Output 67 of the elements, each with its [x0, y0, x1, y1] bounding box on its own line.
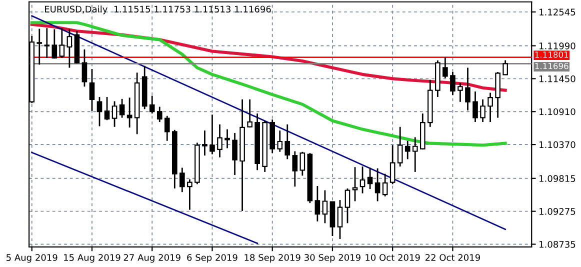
- candlestick: [210, 114, 215, 155]
- candlestick: [96, 96, 102, 127]
- candlestick: [374, 168, 380, 202]
- candlestick: [472, 90, 478, 123]
- y-tick-label: 1.10910: [540, 108, 576, 116]
- candlestick: [36, 28, 42, 66]
- y-tick-label: 1.08735: [540, 240, 576, 248]
- x-tick-label: 15 Aug 2019: [64, 254, 120, 263]
- candlestick: [465, 67, 470, 112]
- y-tick-label: 1.12545: [540, 8, 576, 16]
- chart-title: EURUSD,Daily 1.11515 1.11753 1.11513 1.11696: [45, 6, 271, 14]
- candlestick: [337, 199, 343, 240]
- candlestick: [164, 115, 170, 142]
- candlestick: [202, 130, 208, 156]
- candlestick: [300, 151, 306, 176]
- candlestick: [52, 28, 58, 60]
- candlestick: [367, 167, 373, 190]
- y-tick-label: 1.11450: [540, 75, 576, 82]
- candlestick: [450, 71, 456, 96]
- candlestick: [89, 68, 95, 112]
- y-tick-label: 1.11990: [540, 42, 576, 50]
- candlestick: [442, 56, 448, 79]
- candlestick: [149, 95, 155, 114]
- candlestick: [187, 178, 192, 210]
- candlestick: [314, 185, 320, 222]
- line-series: [30, 21, 507, 147]
- ref-line-label: 1.11696: [535, 62, 568, 70]
- x-tick-label: 10 Oct 2019: [366, 254, 420, 261]
- candlestick: [126, 96, 132, 128]
- candlestick: [360, 166, 366, 194]
- candlestick: [224, 128, 230, 149]
- y-tick-label: 1.09815: [540, 175, 576, 182]
- candlestick: [292, 150, 298, 188]
- candlestick: [488, 92, 493, 123]
- candlestick: [502, 60, 508, 76]
- x-tick-label: 5 Aug 2019: [6, 254, 58, 263]
- candlestick: [66, 28, 72, 68]
- candlestick: [82, 48, 88, 88]
- candlestick: [247, 98, 252, 128]
- candlestick: [480, 98, 486, 123]
- candlestick: [59, 27, 65, 59]
- x-tick-label: 22 Oct 2019: [425, 254, 480, 261]
- candlestick: [458, 82, 463, 103]
- candlestick: [404, 140, 410, 160]
- candlestick: [344, 188, 350, 224]
- candlestick: [390, 144, 396, 185]
- candlestick: [232, 132, 238, 176]
- candlestick: [217, 124, 222, 158]
- x-tick-label: 30 Sep 2019: [304, 254, 360, 263]
- candlestick: [112, 100, 118, 128]
- candlestick: [322, 190, 328, 224]
- y-tick-label: 1.10370: [540, 141, 576, 148]
- candlestick: [397, 126, 403, 168]
- candlestick: [119, 98, 125, 118]
- y-tick-label: 1.09275: [540, 208, 576, 215]
- x-tick-label: 6 Sep 2019: [187, 254, 238, 263]
- x-tick-label: 27 Aug 2019: [124, 254, 180, 263]
- candlestick: [412, 136, 418, 173]
- x-tick-label: 18 Sep 2019: [244, 254, 300, 263]
- candlestick: [156, 106, 162, 123]
- candlestick: [382, 173, 388, 198]
- ref-line-label: 1.11801: [535, 51, 568, 58]
- candlestick: [277, 130, 283, 153]
- candlestick: [44, 27, 50, 59]
- candlestick: [180, 167, 185, 193]
- candlestick: [284, 124, 290, 160]
- candlestick: [104, 96, 110, 121]
